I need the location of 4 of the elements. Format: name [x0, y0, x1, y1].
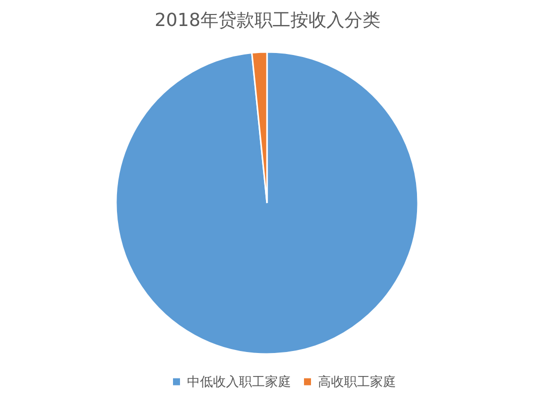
legend-label: 中低收入职工家庭 — [187, 374, 291, 390]
pie-slice — [115, 51, 419, 355]
legend-label: 高收职工家庭 — [318, 374, 396, 390]
chart-title: 2018年贷款职工按收入分类 — [154, 10, 380, 31]
